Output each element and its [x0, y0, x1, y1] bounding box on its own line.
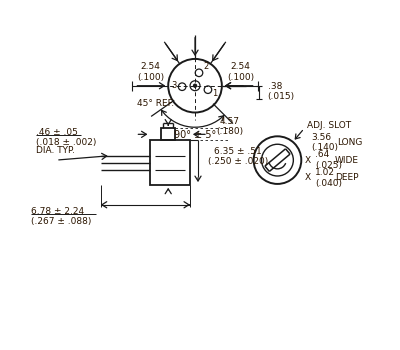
- Text: (.267 ± .088): (.267 ± .088): [31, 217, 92, 226]
- Bar: [161, 128, 175, 140]
- Text: 90° ± 5°: 90° ± 5°: [174, 130, 216, 140]
- Text: 2.54
(.100): 2.54 (.100): [137, 62, 164, 82]
- Text: 3.56
(.140): 3.56 (.140): [311, 133, 338, 152]
- Text: 6.78 ± 2.24: 6.78 ± 2.24: [31, 207, 84, 216]
- Text: DIA. TYP.: DIA. TYP.: [36, 146, 75, 155]
- Text: X: X: [304, 174, 310, 182]
- Text: WIDE: WIDE: [335, 156, 359, 164]
- Text: 1: 1: [212, 89, 218, 98]
- Text: 1.02
(.040): 1.02 (.040): [315, 168, 342, 188]
- Bar: [150, 140, 190, 185]
- Text: .46 ± .05: .46 ± .05: [36, 128, 78, 137]
- Text: X: X: [304, 156, 310, 164]
- Text: 6.35 ± .51
(.250 ± .020): 6.35 ± .51 (.250 ± .020): [208, 147, 268, 166]
- Text: 2: 2: [203, 62, 208, 71]
- Circle shape: [194, 84, 196, 87]
- Text: ADJ. SLOT: ADJ. SLOT: [307, 121, 351, 130]
- Text: .64
(.025): .64 (.025): [315, 150, 342, 170]
- Text: 45° REF.: 45° REF.: [138, 99, 174, 108]
- Text: 2.54
(.100): 2.54 (.100): [227, 62, 254, 82]
- Text: LONG: LONG: [337, 138, 362, 147]
- Text: .38
(.015): .38 (.015): [268, 82, 295, 102]
- Text: 4.57
(.180): 4.57 (.180): [216, 117, 243, 136]
- Text: DEEP: DEEP: [335, 174, 358, 182]
- Text: (.018 ± .002): (.018 ± .002): [36, 138, 96, 147]
- Text: 3: 3: [172, 81, 177, 90]
